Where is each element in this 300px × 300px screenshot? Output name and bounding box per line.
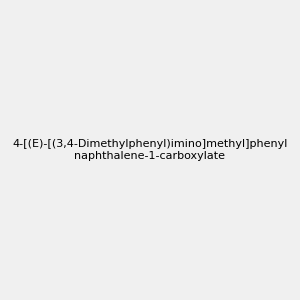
Text: 4-[(E)-[(3,4-Dimethylphenyl)imino]methyl]phenyl naphthalene-1-carboxylate: 4-[(E)-[(3,4-Dimethylphenyl)imino]methyl… <box>12 139 288 161</box>
